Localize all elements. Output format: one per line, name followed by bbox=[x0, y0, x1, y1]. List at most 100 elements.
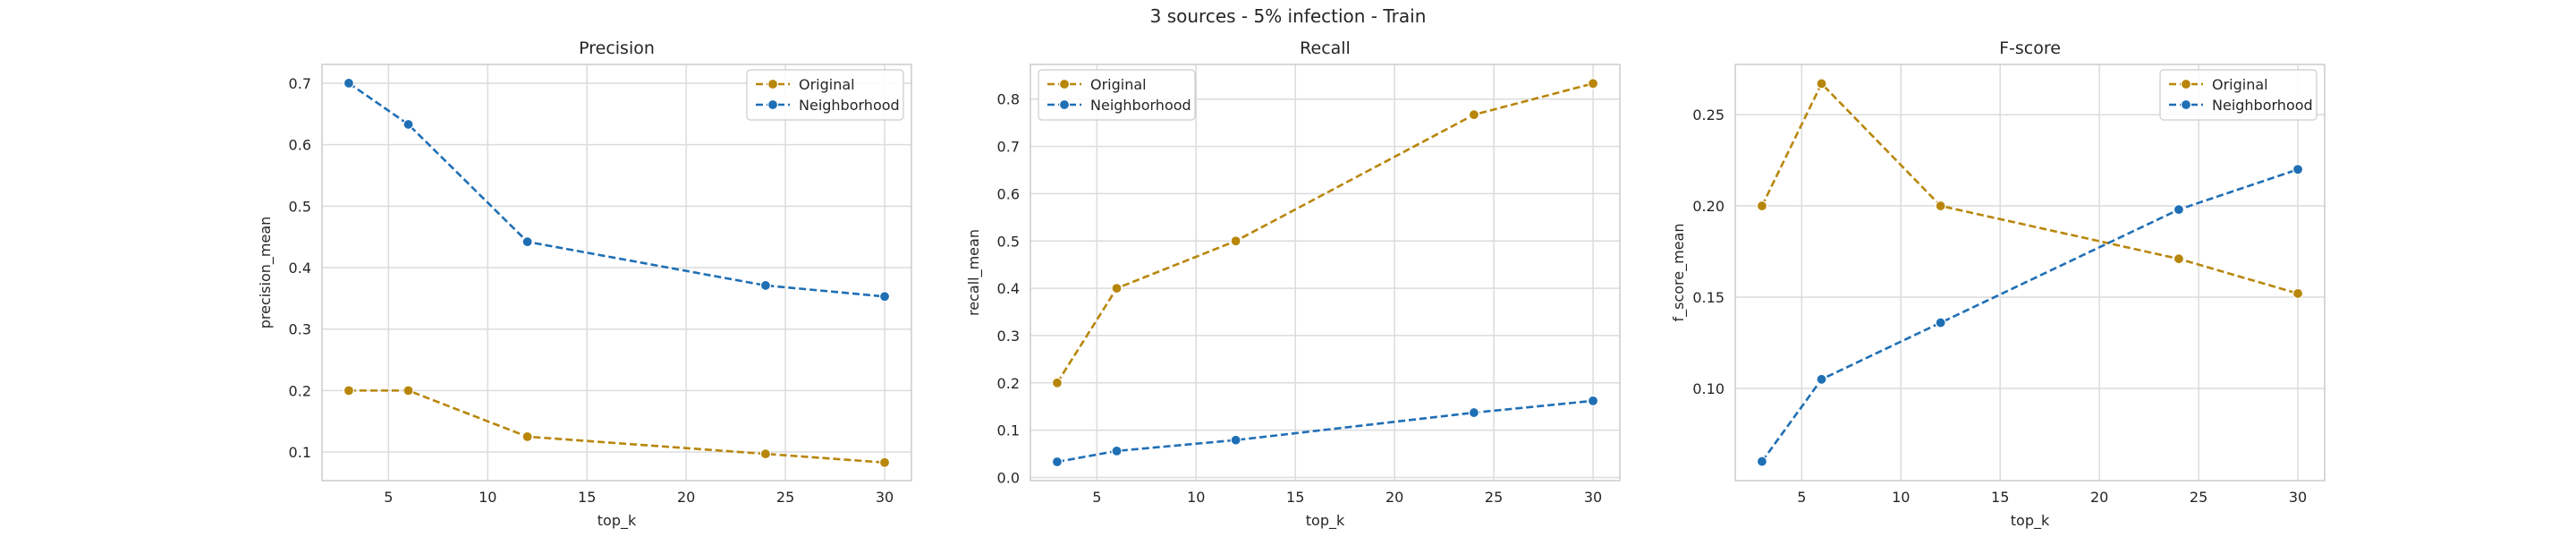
x-tick-label: 10 bbox=[1892, 489, 1910, 506]
data-point-neighborhood bbox=[402, 118, 414, 131]
x-tick-label: 15 bbox=[1286, 489, 1304, 506]
data-point-neighborhood bbox=[1756, 456, 1768, 467]
x-tick-label: 5 bbox=[1797, 489, 1806, 506]
y-tick-label: 0.6 bbox=[289, 137, 311, 154]
legend-marker-neighborhood bbox=[767, 98, 779, 111]
y-tick-label: 0.10 bbox=[1692, 380, 1724, 397]
data-point-neighborhood bbox=[521, 236, 533, 248]
data-point-neighborhood bbox=[1051, 456, 1063, 468]
data-point-original bbox=[2292, 287, 2304, 300]
data-point-neighborhood bbox=[1468, 406, 1480, 419]
legend-marker-neighborhood bbox=[2180, 98, 2192, 111]
x-tick-label: 20 bbox=[2090, 489, 2108, 506]
y-tick-label: 0.7 bbox=[997, 139, 1020, 156]
x-tick-label: 25 bbox=[2190, 489, 2207, 506]
legend-label-neighborhood: Neighborhood bbox=[799, 97, 900, 114]
data-point-neighborhood bbox=[2292, 164, 2304, 175]
data-point-neighborhood bbox=[343, 77, 355, 90]
x-tick-label: 25 bbox=[776, 489, 794, 506]
y-tick-label: 0.5 bbox=[997, 233, 1020, 250]
y-tick-label: 0.15 bbox=[1692, 289, 1724, 306]
legend: Original Neighborhood bbox=[2159, 69, 2318, 121]
x-tick-label: 20 bbox=[1385, 489, 1403, 506]
y-tick-label: 0.1 bbox=[289, 444, 311, 461]
legend: Original Neighborhood bbox=[1038, 69, 1196, 121]
x-tick-label: 10 bbox=[479, 489, 496, 506]
legend-label-neighborhood: Neighborhood bbox=[2212, 97, 2313, 114]
x-tick-label: 15 bbox=[578, 489, 596, 506]
series-line-original bbox=[1055, 82, 1594, 384]
data-point-original bbox=[402, 385, 414, 396]
legend-marker-original bbox=[2180, 78, 2192, 90]
y-tick-label: 0.8 bbox=[997, 91, 1020, 108]
data-point-original bbox=[1230, 235, 1241, 247]
x-tick-label: 30 bbox=[1584, 489, 1602, 506]
data-point-original bbox=[1756, 200, 1768, 212]
data-point-neighborhood bbox=[1816, 373, 1827, 385]
precision-chart: 5 10 15 20 25 30 0.1 0.2 0.3 0.4 0.5 0.6 0.7 Precisio… bbox=[257, 38, 912, 530]
data-point-original bbox=[343, 385, 355, 396]
legend-label-original: Original bbox=[799, 76, 855, 93]
x-tick-label: 20 bbox=[677, 489, 695, 506]
figure-title: 3 sources - 5% infection - Train bbox=[1149, 5, 1427, 27]
data-point-original bbox=[759, 448, 772, 460]
chart-title: Precision bbox=[579, 38, 655, 58]
legend-box bbox=[2159, 69, 2318, 121]
data-point-original bbox=[1587, 78, 1599, 90]
x-tick-label: 5 bbox=[384, 489, 393, 506]
y-tick-label: 0.0 bbox=[997, 469, 1020, 486]
data-point-original bbox=[1051, 377, 1063, 388]
y-tick-label: 0.6 bbox=[997, 185, 1020, 202]
legend-label-original: Original bbox=[1090, 76, 1147, 93]
x-tick-label: 10 bbox=[1187, 489, 1205, 506]
y-tick-label: 0.2 bbox=[289, 382, 311, 399]
y-tick-label: 0.2 bbox=[997, 375, 1020, 392]
data-point-original bbox=[878, 456, 891, 468]
data-point-neighborhood bbox=[2173, 204, 2185, 216]
legend-label-neighborhood: Neighborhood bbox=[1090, 97, 1191, 114]
y-tick-label: 0.4 bbox=[289, 260, 311, 277]
y-tick-label: 0.25 bbox=[1692, 107, 1724, 124]
y-tick-label: 0.4 bbox=[997, 280, 1020, 297]
y-tick-label: 0.5 bbox=[289, 198, 311, 215]
series-line-neighborhood bbox=[1056, 399, 1594, 464]
x-tick-label: 30 bbox=[2289, 489, 2307, 506]
y-tick-label: 0.20 bbox=[1692, 198, 1724, 215]
data-point-original bbox=[521, 430, 533, 442]
x-axis-label: top_k bbox=[2011, 512, 2050, 530]
recall-chart: 5 10 15 20 25 30 0.0 0.1 0.2 0.3 0.4 0.5 0.6 0.7 0.8 Re… bbox=[965, 38, 1621, 530]
data-point-neighborhood bbox=[1111, 445, 1123, 456]
data-point-neighborhood bbox=[1230, 434, 1241, 446]
data-point-neighborhood bbox=[1935, 317, 1946, 328]
data-point-neighborhood bbox=[878, 291, 891, 303]
data-point-neighborhood bbox=[1587, 395, 1599, 406]
legend-label-original: Original bbox=[2212, 76, 2268, 93]
data-point-original bbox=[1468, 109, 1480, 121]
legend-box bbox=[746, 69, 904, 121]
y-tick-label: 0.7 bbox=[289, 75, 311, 92]
y-tick-label: 0.3 bbox=[997, 328, 1020, 345]
x-tick-label: 30 bbox=[876, 489, 894, 506]
x-tick-label: 25 bbox=[1485, 489, 1503, 506]
plot-frame bbox=[321, 64, 912, 482]
y-tick-label: 0.1 bbox=[997, 422, 1020, 439]
legend: Original Neighborhood bbox=[746, 69, 904, 121]
chart-title: Recall bbox=[1300, 38, 1351, 58]
x-axis-label: top_k bbox=[1306, 512, 1345, 530]
series-line-neighborhood bbox=[1760, 168, 2299, 463]
y-axis-label: recall_mean bbox=[965, 229, 983, 316]
data-point-original bbox=[1816, 78, 1827, 90]
data-point-original bbox=[1935, 200, 1946, 212]
plot-frame bbox=[1734, 64, 2326, 482]
chart-title: F-score bbox=[1999, 38, 2061, 58]
x-tick-label: 15 bbox=[1991, 489, 2009, 506]
legend-marker-original bbox=[767, 78, 779, 90]
x-axis-label: top_k bbox=[597, 512, 637, 530]
legend-marker-original bbox=[1058, 78, 1071, 90]
x-tick-label: 5 bbox=[1092, 489, 1101, 506]
y-tick-label: 0.3 bbox=[289, 321, 311, 338]
legend-box bbox=[1038, 69, 1196, 121]
data-point-neighborhood bbox=[759, 279, 772, 292]
plot-frame bbox=[1030, 64, 1621, 482]
fscore-chart: 5 10 15 20 25 30 0.10 0.15 0.20 0.25 F-score top_k f… bbox=[1670, 38, 2326, 530]
